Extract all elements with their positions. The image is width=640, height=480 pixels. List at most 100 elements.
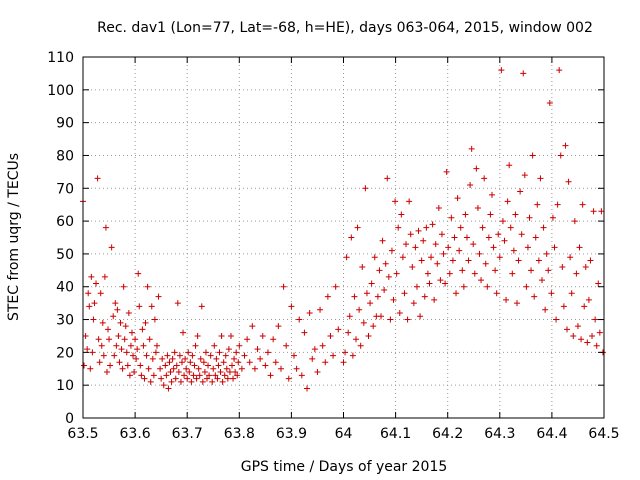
data-point	[431, 296, 438, 303]
data-point	[101, 273, 108, 280]
data-point	[159, 355, 166, 362]
x-tick-label: 63.9	[276, 426, 307, 442]
data-point	[82, 332, 89, 339]
data-point	[298, 372, 305, 379]
data-point	[495, 231, 502, 238]
data-point	[116, 359, 123, 366]
data-point	[149, 355, 156, 362]
x-tick-label: 63.6	[120, 426, 151, 442]
data-point	[357, 342, 364, 349]
data-point	[434, 260, 441, 267]
data-point	[478, 277, 485, 284]
data-point	[142, 319, 149, 326]
data-point	[412, 244, 419, 251]
data-point	[212, 372, 219, 379]
data-point	[571, 218, 578, 225]
data-point	[443, 168, 450, 175]
data-point	[119, 365, 126, 372]
data-point	[95, 336, 102, 343]
data-point	[81, 362, 88, 369]
data-point	[568, 290, 575, 297]
data-point	[584, 339, 591, 346]
data-point	[210, 365, 217, 372]
data-point	[185, 349, 192, 356]
data-point	[254, 346, 261, 353]
data-point	[473, 165, 480, 172]
data-point	[404, 316, 411, 323]
data-point	[270, 336, 277, 343]
data-point	[174, 300, 181, 307]
data-point	[407, 231, 414, 238]
data-point	[151, 316, 158, 323]
data-point	[559, 264, 566, 271]
data-point	[144, 283, 151, 290]
data-point	[526, 214, 533, 221]
data-point	[482, 260, 489, 267]
data-point	[236, 342, 243, 349]
data-point	[453, 290, 460, 297]
data-point	[390, 296, 397, 303]
data-point	[167, 369, 174, 376]
y-tick-label: 60	[56, 214, 74, 230]
data-point	[272, 359, 279, 366]
data-point	[301, 329, 308, 336]
data-point	[143, 352, 150, 359]
data-point	[123, 349, 130, 356]
data-point	[87, 365, 94, 372]
data-point	[140, 342, 147, 349]
data-point	[449, 257, 456, 264]
data-point	[183, 365, 190, 372]
data-point	[191, 362, 198, 369]
data-point	[145, 365, 152, 372]
data-point	[280, 283, 287, 290]
x-tick-label: 64.3	[484, 426, 515, 442]
data-point	[593, 342, 600, 349]
data-point	[314, 369, 321, 376]
data-point	[225, 346, 232, 353]
data-point	[330, 352, 337, 359]
data-point	[542, 306, 549, 313]
data-point	[426, 280, 433, 287]
data-point	[371, 254, 378, 261]
chart-title: Rec. dav1 (Lon=77, Lat=-68, h=HE), days …	[97, 20, 593, 36]
data-point	[233, 349, 240, 356]
data-point	[463, 234, 470, 241]
data-point	[122, 323, 129, 330]
data-point	[229, 362, 236, 369]
data-point	[200, 359, 207, 366]
data-point	[507, 224, 514, 231]
data-point	[362, 185, 369, 192]
data-point	[515, 257, 522, 264]
data-point	[106, 336, 113, 343]
data-point	[356, 306, 363, 313]
data-point	[481, 175, 488, 182]
data-point	[317, 306, 324, 313]
data-point	[139, 326, 146, 333]
data-point	[121, 336, 128, 343]
data-point	[557, 152, 564, 159]
data-point	[206, 372, 213, 379]
data-point	[446, 270, 453, 277]
data-point	[327, 332, 334, 339]
data-point	[385, 273, 392, 280]
x-tick-label: 64.2	[432, 426, 463, 442]
data-point	[220, 359, 227, 366]
data-point	[241, 352, 248, 359]
data-point	[395, 224, 402, 231]
data-point	[213, 355, 220, 362]
data-point	[168, 378, 175, 385]
data-point	[521, 172, 528, 179]
data-point	[188, 378, 195, 385]
data-point	[365, 332, 372, 339]
data-point	[442, 280, 449, 287]
data-point	[214, 375, 221, 382]
data-point	[520, 70, 527, 77]
data-point	[340, 359, 347, 366]
data-point	[197, 355, 204, 362]
data-point	[459, 267, 466, 274]
data-point	[136, 303, 143, 310]
data-point	[138, 372, 145, 379]
data-point	[198, 303, 205, 310]
data-point	[186, 369, 193, 376]
data-point	[257, 355, 264, 362]
